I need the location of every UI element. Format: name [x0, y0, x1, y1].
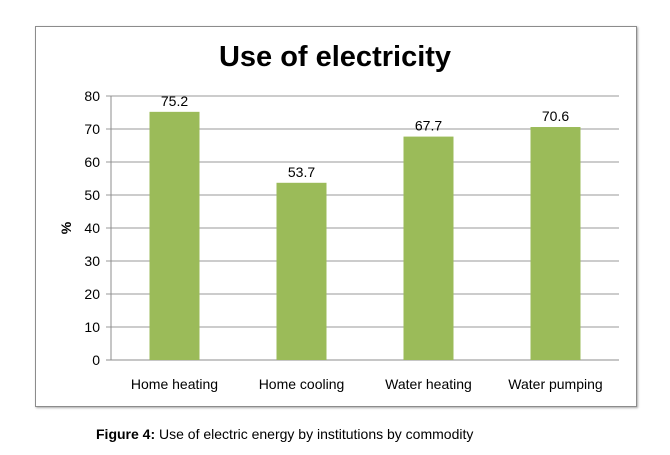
y-tick-label: 10 — [84, 319, 100, 335]
bar — [276, 182, 327, 360]
y-tick-label: 60 — [84, 154, 100, 170]
caption-text: Use of electric energy by institutions b… — [155, 426, 474, 442]
data-label: 53.7 — [288, 164, 315, 180]
data-label: 70.6 — [542, 108, 569, 124]
x-tick-label: Water heating — [385, 376, 472, 392]
y-tick-label: 20 — [84, 286, 100, 302]
y-axis-label: % — [58, 221, 74, 234]
y-tick-label: 50 — [84, 187, 100, 203]
y-tick-label: 30 — [84, 253, 100, 269]
chart-title: Use of electricity — [219, 41, 451, 73]
y-tick-label: 80 — [84, 88, 100, 104]
caption-label: Figure 4: — [96, 426, 156, 442]
y-tick-label: 0 — [92, 352, 100, 368]
figure-caption: Figure 4: Use of electric energy by inst… — [96, 426, 473, 442]
bar — [149, 111, 200, 360]
bar — [403, 136, 454, 360]
x-tick-label: Water pumping — [508, 376, 602, 392]
data-label: 67.7 — [415, 118, 442, 134]
bar — [530, 127, 581, 361]
x-tick-label: Home cooling — [259, 376, 345, 392]
data-label: 75.2 — [161, 93, 188, 109]
y-tick-label: 40 — [84, 220, 100, 236]
x-tick-label: Home heating — [131, 376, 218, 392]
y-tick-label: 70 — [84, 121, 100, 137]
